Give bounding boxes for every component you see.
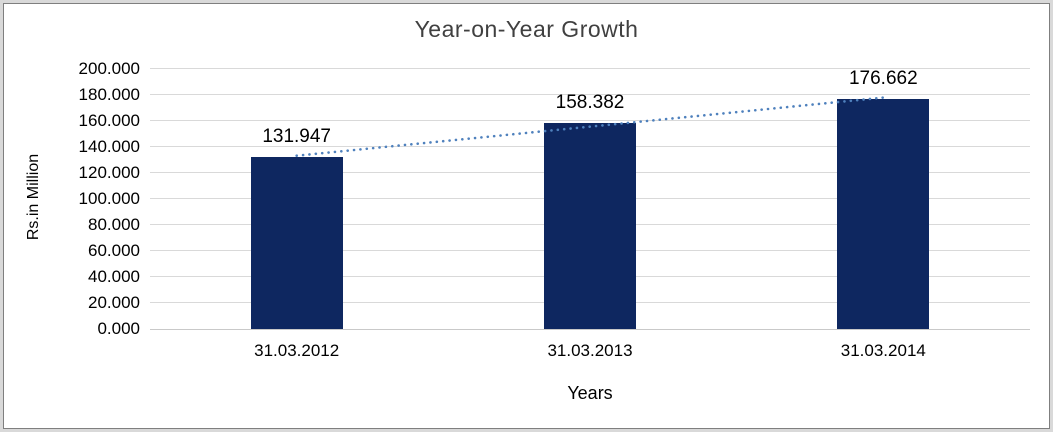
gridline	[150, 94, 1030, 95]
y-tick-label: 160.000	[78, 111, 140, 130]
bar	[544, 123, 636, 329]
data-label: 176.662	[848, 68, 918, 90]
x-axis-title: Years	[567, 383, 613, 403]
bar	[837, 99, 930, 329]
y-tick-label: 60.000	[88, 241, 140, 260]
y-tick-label: 140.000	[78, 137, 140, 156]
bar	[250, 157, 343, 329]
data-label: 158.382	[555, 92, 625, 114]
y-tick-label: 180.000	[78, 85, 140, 104]
gridline	[150, 120, 1030, 121]
y-tick-label: 40.000	[88, 267, 140, 286]
y-tick-label: 80.000	[88, 215, 140, 234]
chart-title: Year-on-Year Growth	[414, 16, 639, 42]
trendline-layer	[295, 96, 885, 158]
data-label: 131.947	[262, 126, 331, 148]
y-tick-label: 20.000	[88, 293, 140, 312]
trendline	[295, 96, 885, 158]
category-label: 31.03.2013	[547, 341, 633, 360]
plot-area	[150, 68, 1030, 330]
chart-surface: Year-on-Year Growth Rs.in Million Years …	[3, 3, 1050, 429]
y-tick-label: 200.000	[78, 59, 140, 78]
gridline	[150, 68, 1030, 69]
y-tick-label: 100.000	[78, 189, 140, 208]
category-label: 31.03.2012	[254, 341, 340, 360]
y-tick-label: 120.000	[78, 163, 140, 182]
category-label: 31.03.2014	[840, 341, 926, 360]
y-tick-label: 0.000	[97, 319, 140, 338]
x-axis-line	[150, 329, 1030, 330]
